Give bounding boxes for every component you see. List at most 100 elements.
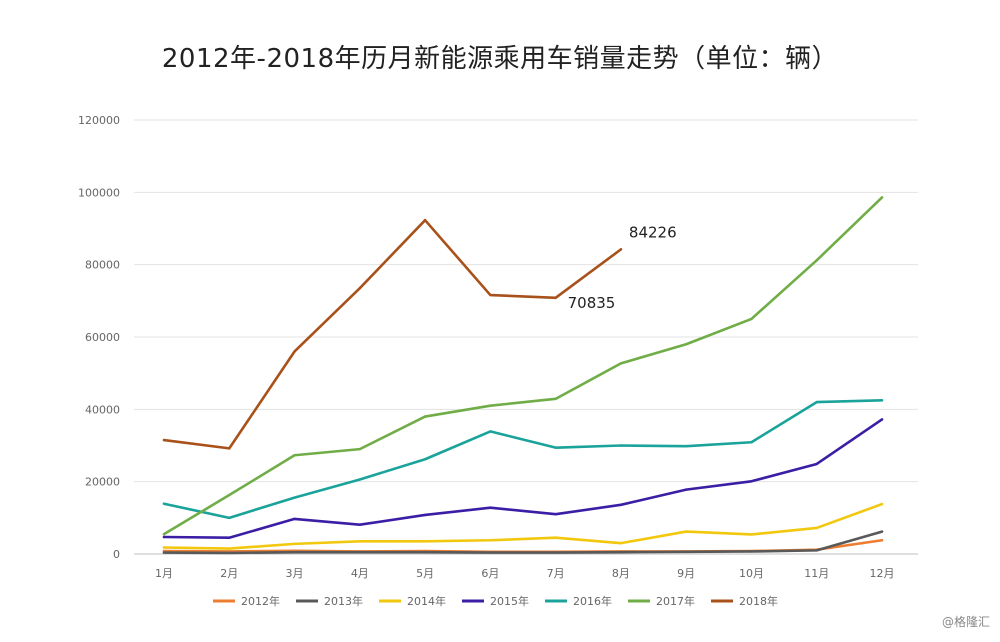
y-tick-label: 120000 bbox=[78, 114, 120, 127]
legend-label: 2016年 bbox=[573, 594, 612, 608]
data-point bbox=[489, 506, 492, 509]
y-tick-label: 0 bbox=[113, 548, 120, 561]
data-point bbox=[489, 404, 492, 407]
data-point bbox=[293, 350, 296, 353]
data-point bbox=[815, 400, 818, 404]
data-point bbox=[423, 218, 427, 222]
data-point bbox=[554, 536, 557, 539]
data-point bbox=[815, 462, 818, 466]
data-point bbox=[750, 480, 753, 483]
gridlines bbox=[134, 119, 918, 555]
data-point bbox=[228, 536, 231, 539]
x-tick-label: 2月 bbox=[220, 567, 238, 580]
series-5 bbox=[162, 398, 884, 520]
data-point bbox=[162, 532, 166, 536]
x-tick-label: 10月 bbox=[739, 567, 764, 580]
series-6 bbox=[162, 196, 884, 536]
data-point bbox=[358, 478, 362, 481]
data-point bbox=[423, 415, 427, 418]
y-tick-label: 80000 bbox=[85, 259, 120, 272]
data-point bbox=[554, 446, 557, 449]
data-point bbox=[554, 513, 557, 516]
watermark: @格隆汇 bbox=[941, 615, 990, 629]
data-label: 70835 bbox=[568, 294, 616, 312]
data-point bbox=[750, 317, 753, 321]
data-point bbox=[880, 530, 884, 533]
data-point bbox=[619, 541, 623, 545]
data-point bbox=[554, 551, 557, 554]
data-point bbox=[815, 549, 818, 552]
data-point bbox=[619, 248, 623, 251]
y-tick-label: 20000 bbox=[85, 476, 120, 489]
y-tick-label: 100000 bbox=[78, 186, 120, 199]
data-point bbox=[619, 503, 623, 507]
data-point bbox=[228, 447, 231, 450]
series-3 bbox=[162, 502, 884, 550]
series-2 bbox=[162, 530, 884, 555]
data-point bbox=[880, 196, 884, 199]
x-tick-label: 8月 bbox=[612, 567, 630, 580]
data-point bbox=[293, 542, 296, 546]
legend-item: 2017年 bbox=[628, 594, 695, 608]
data-point bbox=[489, 539, 492, 542]
x-tick-label: 12月 bbox=[870, 567, 895, 580]
legend-item: 2018年 bbox=[711, 594, 778, 608]
data-point bbox=[489, 293, 492, 297]
data-point bbox=[815, 259, 818, 262]
legend-label: 2017年 bbox=[656, 594, 695, 608]
x-tick-label: 5月 bbox=[416, 567, 434, 580]
data-point bbox=[750, 441, 753, 444]
data-point bbox=[684, 530, 688, 533]
x-tick-label: 1月 bbox=[155, 567, 173, 580]
data-point bbox=[293, 454, 296, 457]
series-line bbox=[162, 218, 623, 450]
data-point bbox=[358, 540, 362, 543]
data-point bbox=[619, 550, 623, 554]
data-point bbox=[162, 502, 166, 505]
data-point bbox=[162, 438, 166, 442]
data-point bbox=[228, 547, 231, 550]
data-point bbox=[358, 550, 362, 554]
data-point bbox=[815, 526, 818, 530]
y-axis-ticks: 0 20000 40000 60000 80000 100000 120000 bbox=[78, 114, 120, 561]
series-line bbox=[162, 502, 884, 550]
data-point bbox=[423, 540, 427, 543]
series-line bbox=[162, 530, 884, 555]
x-tick-label: 3月 bbox=[286, 567, 304, 580]
data-point bbox=[358, 523, 362, 526]
chart-title: 2012年-2018年历月新能源乘用车销量走势（单位：辆） bbox=[161, 44, 839, 74]
series-lines bbox=[162, 196, 884, 555]
y-tick-label: 40000 bbox=[85, 403, 120, 416]
data-point bbox=[423, 513, 427, 517]
data-point bbox=[358, 447, 362, 451]
x-tick-label: 9月 bbox=[677, 567, 695, 580]
legend-label: 2018年 bbox=[739, 594, 778, 608]
data-point bbox=[684, 488, 688, 491]
data-point bbox=[619, 362, 623, 365]
legend-label: 2013年 bbox=[324, 594, 363, 608]
data-point bbox=[684, 550, 688, 554]
data-point bbox=[162, 551, 166, 554]
data-point bbox=[554, 397, 557, 401]
data-point bbox=[880, 399, 884, 402]
legend-item: 2015年 bbox=[462, 594, 529, 608]
data-point bbox=[293, 550, 296, 554]
data-point bbox=[684, 343, 688, 346]
series-line bbox=[162, 418, 884, 540]
data-point bbox=[162, 546, 166, 549]
data-point bbox=[293, 517, 296, 521]
legend-label: 2014年 bbox=[407, 594, 446, 608]
series-4 bbox=[162, 418, 884, 540]
data-point bbox=[880, 502, 884, 506]
data-point bbox=[358, 286, 362, 290]
y-tick-label: 60000 bbox=[85, 331, 120, 344]
data-label: 84226 bbox=[629, 223, 677, 241]
data-point bbox=[228, 551, 231, 555]
data-point bbox=[750, 550, 753, 553]
series-line bbox=[162, 196, 884, 536]
legend-item: 2012年 bbox=[213, 594, 280, 608]
data-point bbox=[750, 533, 753, 536]
data-point bbox=[489, 430, 492, 433]
data-point bbox=[554, 296, 557, 300]
